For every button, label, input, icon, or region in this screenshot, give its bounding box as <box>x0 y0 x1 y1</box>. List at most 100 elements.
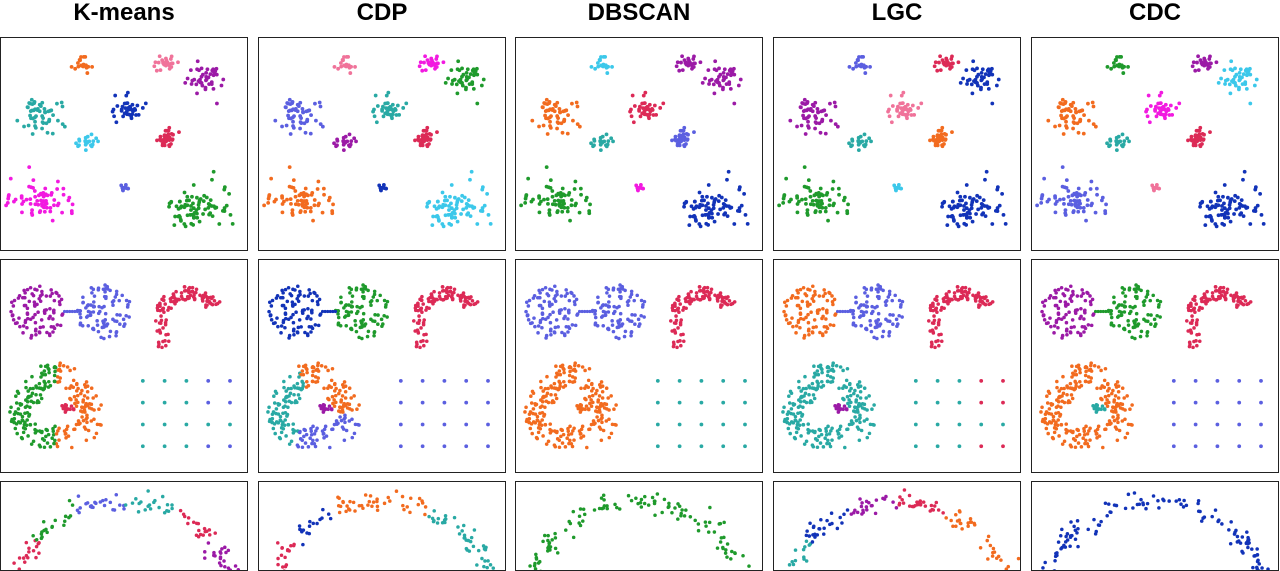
data-point <box>420 310 424 314</box>
data-point <box>1084 327 1088 331</box>
data-point <box>459 299 463 303</box>
data-point <box>276 325 280 329</box>
data-point <box>687 292 691 296</box>
data-point <box>877 312 881 316</box>
data-point <box>126 305 130 309</box>
data-point <box>192 295 196 299</box>
data-point <box>849 387 853 391</box>
data-point <box>49 108 53 112</box>
data-point <box>722 75 726 79</box>
data-point <box>713 59 717 63</box>
data-point <box>828 102 832 106</box>
data-point <box>979 86 983 90</box>
data-point <box>1229 220 1233 224</box>
data-point <box>866 294 870 298</box>
data-point <box>39 375 43 379</box>
data-point <box>1232 299 1236 303</box>
data-point <box>1064 288 1068 292</box>
data-point <box>279 296 283 300</box>
data-point <box>973 68 977 72</box>
data-point <box>307 108 311 112</box>
data-point <box>1004 222 1008 226</box>
data-point <box>677 299 681 303</box>
data-point <box>1094 211 1098 215</box>
data-point <box>826 219 830 223</box>
data-point <box>537 125 541 129</box>
data-point <box>1103 379 1107 383</box>
data-point <box>467 198 471 202</box>
data-point <box>228 401 232 405</box>
data-point <box>857 385 861 389</box>
data-point <box>985 82 989 86</box>
data-point <box>845 379 849 383</box>
data-point <box>982 296 986 300</box>
data-point <box>543 114 547 118</box>
data-point <box>562 433 566 437</box>
data-point <box>1065 126 1069 130</box>
data-point <box>461 294 465 298</box>
data-point <box>824 113 828 117</box>
data-point <box>1198 132 1202 136</box>
data-point <box>701 81 705 85</box>
data-point <box>836 125 840 129</box>
data-point <box>1191 64 1195 68</box>
data-point <box>305 202 309 206</box>
data-point <box>334 144 338 148</box>
data-point <box>578 125 582 129</box>
data-point <box>530 119 534 123</box>
data-point <box>564 288 568 292</box>
data-point <box>481 185 485 189</box>
data-point <box>559 365 563 369</box>
data-point <box>1074 445 1078 449</box>
data-point <box>457 197 461 201</box>
data-point <box>63 519 67 523</box>
scatter-panel-shapes <box>258 259 506 473</box>
data-point <box>302 206 306 210</box>
data-point <box>1254 185 1258 189</box>
data-point <box>965 295 969 299</box>
data-point <box>553 330 557 334</box>
data-point <box>168 67 172 71</box>
data-point <box>15 119 19 123</box>
data-point <box>85 315 89 319</box>
data-point <box>565 325 569 329</box>
data-point <box>1072 116 1076 120</box>
data-point <box>54 291 58 295</box>
data-point <box>337 316 341 320</box>
data-point <box>314 445 318 449</box>
data-point <box>1198 205 1202 209</box>
data-point <box>814 120 818 124</box>
data-point <box>455 200 459 204</box>
data-point <box>543 300 547 304</box>
data-point <box>956 285 960 289</box>
data-point <box>591 394 595 398</box>
data-point <box>61 105 65 109</box>
data-point <box>342 402 346 406</box>
data-point <box>462 305 466 309</box>
data-point <box>339 295 343 299</box>
data-point <box>146 489 150 493</box>
data-point <box>375 299 379 303</box>
data-point <box>738 185 742 189</box>
scatter-plot <box>1 260 247 472</box>
data-point <box>162 307 166 311</box>
data-point <box>1061 375 1065 379</box>
data-point <box>682 339 686 343</box>
data-point <box>807 327 811 331</box>
data-point <box>17 420 21 424</box>
data-point <box>1209 200 1213 204</box>
data-point <box>305 371 309 375</box>
data-point <box>90 386 94 390</box>
data-point <box>798 423 802 427</box>
data-point <box>895 186 899 190</box>
data-point <box>51 430 55 434</box>
data-point <box>1071 431 1075 435</box>
data-point <box>1064 208 1068 212</box>
data-point <box>297 364 301 368</box>
data-point <box>279 331 283 335</box>
data-point <box>846 203 850 207</box>
data-point <box>1143 299 1147 303</box>
data-point <box>712 206 716 210</box>
column-title-lgc: LGC <box>773 0 1021 28</box>
data-point <box>637 318 641 322</box>
